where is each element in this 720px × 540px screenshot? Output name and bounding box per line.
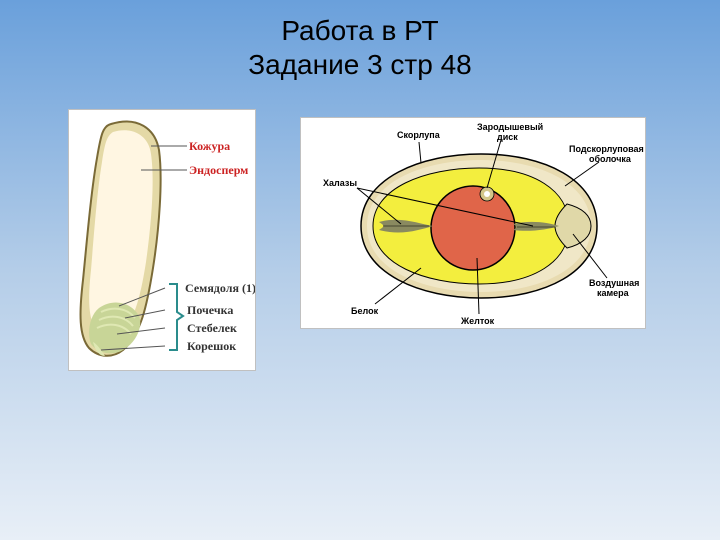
label-kozura: Кожура [189, 139, 230, 153]
seed-bracket [169, 284, 183, 350]
label-podskorl1: Подскорлуповая [569, 144, 644, 154]
egg-germ-inner [484, 191, 490, 197]
label-koreshok: Корешок [187, 339, 236, 353]
title-line-2: Задание 3 стр 48 [248, 49, 472, 80]
label-stebelek: Стебелек [187, 321, 237, 335]
label-halazy: Халазы [323, 178, 357, 188]
label-pochechka: Почечка [187, 303, 233, 317]
leader-podskorl [565, 162, 599, 186]
label-air2: камера [597, 288, 630, 298]
label-semyadolya: Семядоля (1) [185, 281, 255, 295]
egg-diagram-panel: Скорлупа Зародышевый диск Халазы Подскор… [300, 117, 646, 329]
label-zheltok: Желток [460, 316, 495, 326]
seed-svg: Кожура Эндосперм Семядоля (1) Почечка Ст… [69, 110, 255, 370]
seed-diagram-panel: Кожура Эндосперм Семядоля (1) Почечка Ст… [68, 109, 256, 371]
label-skorlupa: Скорлупа [397, 130, 441, 140]
label-air1: Воздушная [589, 278, 639, 288]
label-podskorl2: оболочка [589, 154, 632, 164]
label-endosperm: Эндосперм [189, 163, 248, 177]
page-title: Работа в РТ Задание 3 стр 48 [0, 0, 720, 81]
label-germ2: диск [497, 132, 518, 142]
label-belok: Белок [351, 306, 379, 316]
label-germ1: Зародышевый [477, 122, 543, 132]
leader-skorlupa [419, 142, 421, 163]
egg-svg: Скорлупа Зародышевый диск Халазы Подскор… [301, 118, 645, 328]
title-line-1: Работа в РТ [281, 15, 438, 46]
panels-container: Кожура Эндосперм Семядоля (1) Почечка Ст… [0, 101, 720, 521]
